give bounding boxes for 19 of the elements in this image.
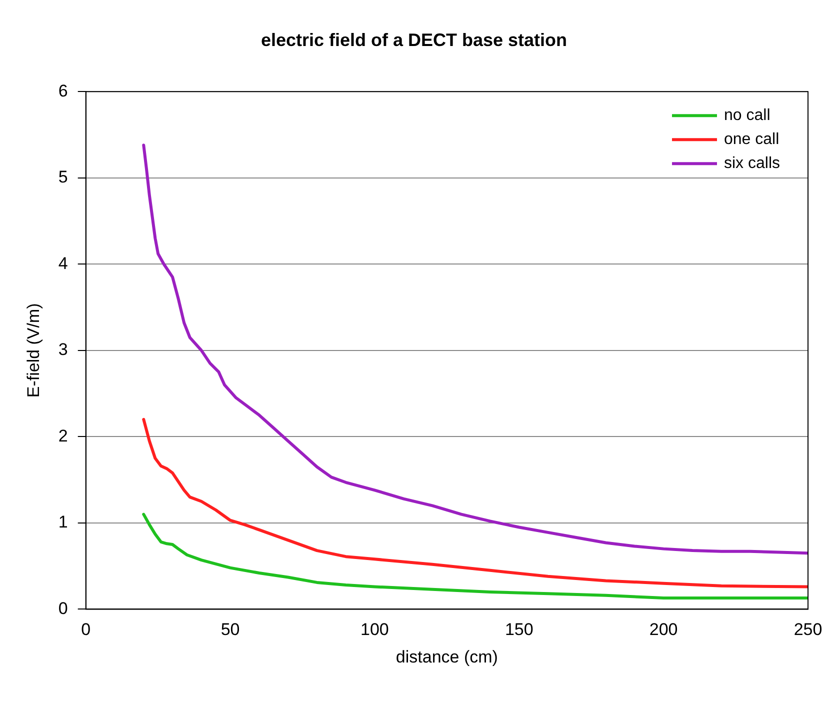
y-tick-label: 6 <box>58 81 68 100</box>
y-tick-label: 1 <box>58 512 68 532</box>
y-tick-label: 2 <box>58 426 68 446</box>
y-tick-label: 0 <box>58 598 68 618</box>
y-tick-label: 3 <box>58 340 68 360</box>
y-tick-label: 5 <box>58 168 68 187</box>
legend-label: six calls <box>724 155 780 172</box>
y-axis-title: E-field (V/m) <box>24 303 43 398</box>
x-tick-label: 150 <box>504 620 534 640</box>
legend-label: no call <box>724 107 770 124</box>
y-tick-label: 4 <box>58 254 68 273</box>
x-tick-label: 200 <box>649 620 678 640</box>
legend-label: one call <box>724 131 780 148</box>
x-axis-title: distance (cm) <box>396 647 498 666</box>
x-tick-label: 250 <box>794 620 822 640</box>
x-tick-label: 50 <box>220 620 240 640</box>
chart-title: electric field of a DECT base station <box>260 30 568 50</box>
x-tick-label: 0 <box>81 620 91 640</box>
x-tick-label: 100 <box>360 620 389 640</box>
